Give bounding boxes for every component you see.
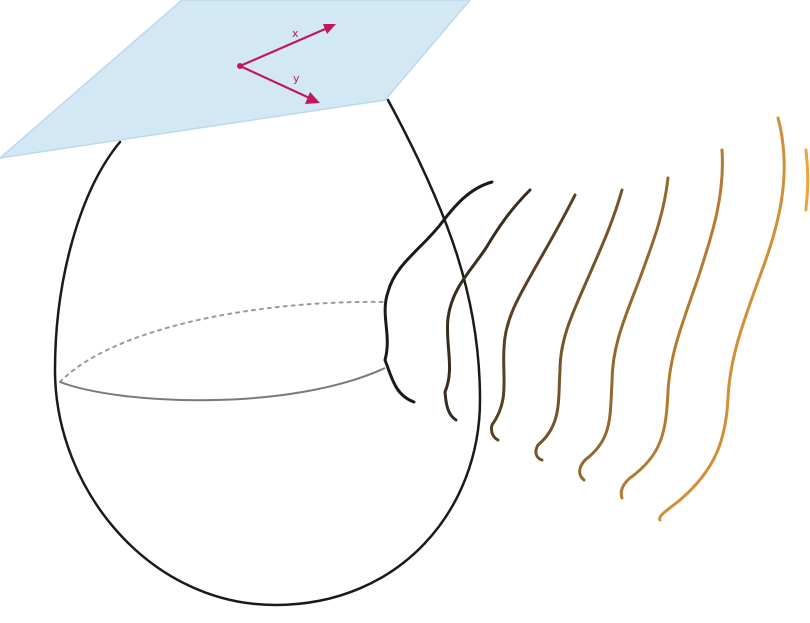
- equator-back-dotted: [59, 300, 386, 383]
- plane-basis-vectors: x y: [237, 24, 336, 104]
- tangent-plane: x y: [0, 0, 471, 159]
- vector-x-label: x: [292, 27, 299, 40]
- wave-front-7: [658, 116, 786, 522]
- wave-front-5: [578, 176, 670, 482]
- vector-y-arrowhead: [305, 92, 320, 104]
- wave-front-8: [804, 148, 810, 212]
- wave-front-6: [619, 148, 724, 500]
- wave-front-2: [443, 188, 532, 422]
- sphere-outline: [53, 98, 482, 607]
- vector-y-line: [239, 65, 317, 102]
- wave-fronts: [383, 116, 810, 522]
- vector-x-line: [239, 24, 333, 68]
- vector-origin-dot: [237, 63, 243, 69]
- vector-y-label: y: [293, 72, 300, 85]
- equator-front: [59, 367, 386, 402]
- wave-front-3: [490, 193, 577, 442]
- vector-x-arrowhead: [323, 24, 336, 34]
- wave-front-1: [383, 180, 494, 404]
- plane-surface: [0, 0, 471, 159]
- wave-front-4: [534, 188, 624, 462]
- sphere: [53, 98, 482, 607]
